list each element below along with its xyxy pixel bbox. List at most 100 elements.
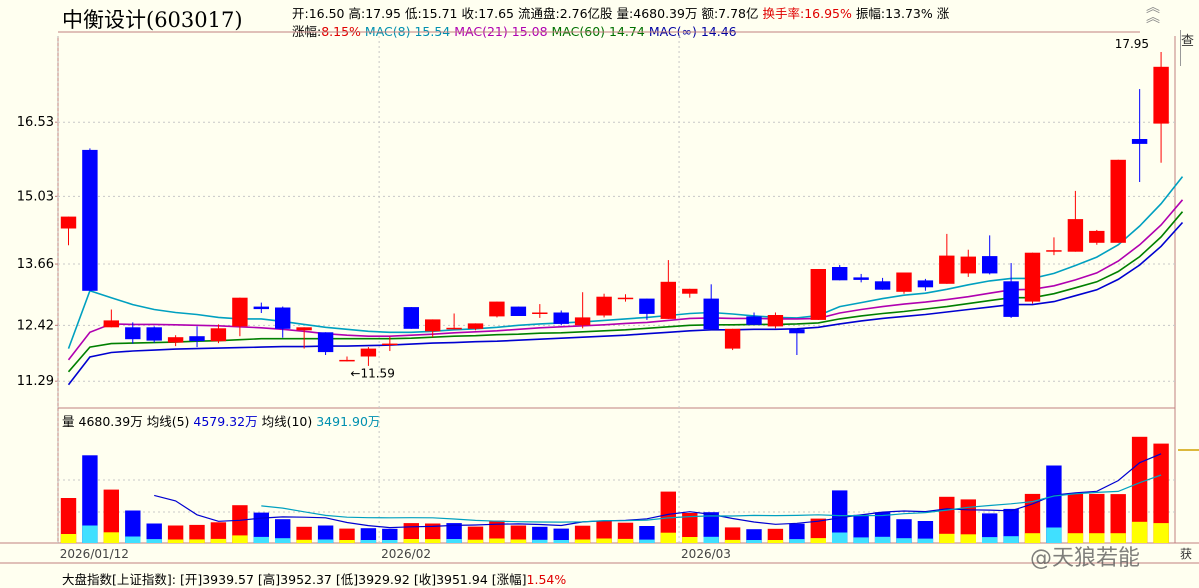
volume-bar — [146, 523, 162, 543]
candle-body — [917, 280, 934, 288]
candle-body — [703, 298, 719, 330]
candle-body — [510, 306, 527, 316]
volume-bar — [896, 519, 912, 543]
volume-bar-base — [917, 538, 934, 543]
volume-bar-base — [360, 540, 377, 543]
scroll-up-icon[interactable]: ︽ ︽ — [1146, 0, 1160, 26]
candle-body — [960, 256, 976, 274]
volume-bar — [853, 514, 869, 544]
volume-bar — [917, 521, 934, 543]
volume-bar — [317, 525, 334, 543]
candle-body — [425, 319, 441, 332]
candle-body — [1131, 139, 1148, 144]
candle-body — [210, 328, 227, 342]
volume-bar-base — [146, 539, 162, 543]
watermark: @天狼若能 — [1030, 546, 1141, 571]
candle-body — [853, 277, 869, 280]
volume-bar — [510, 525, 527, 543]
volume-bar-base — [874, 536, 891, 543]
volume-bar — [939, 496, 955, 543]
price-tick-label: 16.53 — [17, 115, 54, 130]
volume-bar — [553, 528, 569, 543]
candle-body — [360, 348, 377, 357]
candle-body — [832, 267, 848, 281]
volume-bar — [1110, 494, 1126, 543]
volume-bar-base — [767, 540, 784, 543]
volume-bar — [360, 528, 377, 543]
volume-bar-base — [639, 539, 655, 543]
volume-bar — [724, 527, 741, 543]
ma21-legend: MAC(21) — [454, 24, 508, 39]
volume-bar-base — [189, 539, 205, 543]
quote-row: 开:16.50 高:17.95 低:15.71 收:17.65 流通盘:2.76… — [292, 6, 950, 21]
candle-body — [275, 307, 291, 329]
candle-body — [82, 149, 98, 291]
volume-bar — [1024, 493, 1041, 543]
vol-ma10-line — [261, 474, 1162, 523]
volume-bar-base — [553, 540, 569, 543]
candle-body — [724, 328, 741, 349]
candle-body — [446, 327, 462, 330]
volume-bar-base — [960, 534, 976, 543]
candle-body — [339, 359, 355, 362]
volume-bar-base — [382, 540, 398, 543]
volume-bar — [253, 512, 269, 543]
candle-body — [617, 297, 634, 300]
candle-body — [660, 281, 676, 319]
ma8-line — [67, 176, 1184, 349]
candle-body — [489, 301, 505, 317]
candle-body — [60, 216, 77, 229]
volume-bar — [1153, 443, 1169, 543]
price-tick-label: 13.66 — [17, 257, 54, 272]
mainf-legend: MAC(∞) — [648, 24, 697, 39]
ma8-legend: MAC(8) — [364, 24, 411, 39]
volume-bar — [746, 529, 762, 543]
volume-bar — [382, 528, 398, 543]
volume-bar-base — [125, 536, 141, 543]
volume-bar — [617, 522, 634, 543]
volume-bar — [296, 526, 312, 543]
volume-bar — [232, 505, 248, 543]
candle-body — [1153, 66, 1169, 124]
ma21-line — [67, 199, 1184, 361]
candle-body — [146, 327, 162, 341]
volume-bar — [1046, 465, 1062, 543]
side-tab[interactable]: 查 — [1180, 30, 1199, 66]
candle-body — [596, 296, 612, 316]
volume-bar-base — [60, 534, 77, 543]
price-tick-label: 11.29 — [17, 374, 54, 389]
candle-body — [553, 312, 569, 324]
candle-body — [639, 298, 655, 314]
volume-bar — [1131, 436, 1148, 543]
volume-bar-base — [403, 539, 419, 543]
volume-bar-base — [574, 539, 591, 543]
date-tick-label: 2026/01/12 — [60, 547, 129, 561]
volume-bar-base — [810, 538, 826, 543]
candle-body — [467, 323, 484, 329]
volume-bar-base — [296, 539, 312, 543]
volume-bar-base — [103, 532, 119, 543]
side-tab-bottom[interactable]: 获 — [1180, 547, 1193, 561]
volume-bar — [60, 498, 77, 543]
price-tick-label: 15.03 — [17, 189, 54, 204]
vol-ma5-line — [154, 453, 1162, 529]
candle-body — [232, 297, 248, 327]
stock-title: 中衡设计(603017) — [62, 8, 243, 32]
candle-body — [767, 315, 784, 327]
volume-bar-base — [660, 532, 676, 543]
volume-bar-base — [703, 536, 719, 543]
volume-bar-base — [532, 539, 548, 543]
volume-bar — [810, 518, 826, 543]
volume-bar-base — [82, 525, 98, 543]
candle-body — [253, 306, 269, 310]
volume-bar — [596, 520, 612, 543]
volume-bar — [446, 523, 462, 543]
volume-bar — [960, 499, 976, 543]
volume-bar — [467, 526, 484, 543]
candle-body — [574, 317, 591, 326]
volume-bar-base — [489, 538, 505, 543]
volume-bar — [767, 528, 784, 543]
volume-bar-base — [789, 539, 805, 543]
